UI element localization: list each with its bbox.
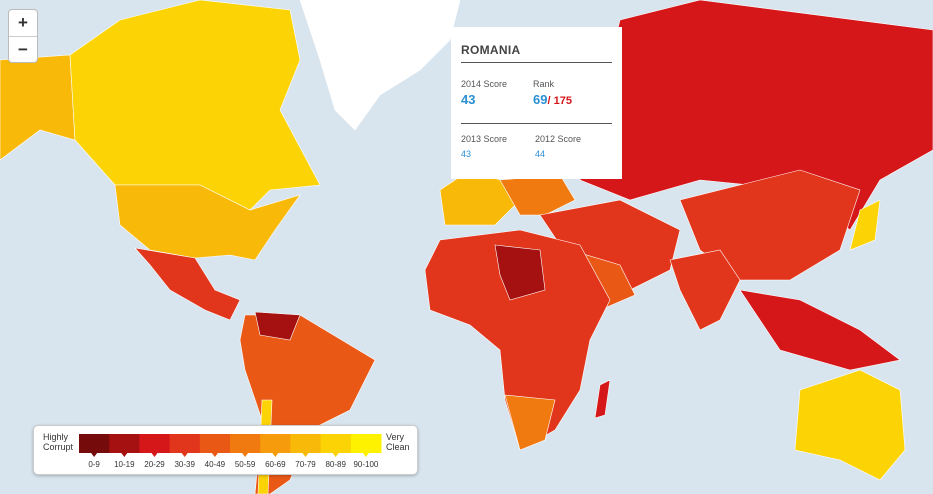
south-africa	[504, 394, 556, 451]
legend-bin-label: 60-69	[265, 460, 286, 469]
greenland	[299, 0, 461, 131]
score-value: 43	[461, 149, 472, 159]
russia	[579, 0, 933, 231]
legend-tick	[302, 453, 309, 457]
legend-bin-label: 10-19	[114, 460, 135, 469]
rank-total: / 175	[547, 95, 572, 107]
legend-swatch	[230, 434, 261, 453]
rank-row: 69/ 175	[533, 92, 572, 107]
legend-tick	[332, 453, 339, 457]
legend-tick	[272, 453, 279, 457]
legend-scale: 0-9 10-19 20-29 30-39 40-49 50-59 60-69 70-79 80…	[79, 434, 382, 469]
legend-swatch	[79, 434, 110, 453]
legend-bin-label: 90-100	[353, 460, 378, 469]
legend-tick	[151, 453, 158, 457]
canada	[69, 0, 321, 211]
zoom-in[interactable]: +	[9, 10, 37, 37]
rank-label: Rank	[533, 79, 555, 89]
score-value: 43	[461, 92, 476, 107]
australia	[794, 369, 906, 481]
legend-tick	[242, 453, 249, 457]
country-popup: ROMANIA 2014 Score 43 Rank 69/ 175 2013 …	[451, 27, 622, 179]
legend-tick	[362, 453, 369, 457]
legend-swatch	[350, 434, 382, 453]
divider	[461, 62, 612, 63]
legend-swatch	[290, 434, 322, 453]
legend-tick	[91, 453, 98, 457]
legend: Highly Corrupt Very Clean 0-9 10-19 20-29 3…	[33, 425, 418, 475]
score-label: 2014 Score	[461, 79, 508, 89]
venezuela	[254, 311, 301, 341]
legend-swatch	[199, 434, 231, 453]
alaska	[0, 54, 76, 161]
legend-tick	[181, 453, 188, 457]
legend-swatch	[260, 434, 291, 453]
legend-bin-label: 0-9	[88, 460, 100, 469]
country-name: ROMANIA	[461, 43, 521, 57]
legend-bin-label: 20-29	[144, 460, 165, 469]
legend-low-label: Highly Corrupt	[43, 432, 74, 452]
legend-swatch	[139, 434, 171, 453]
score-label: 2012 Score	[535, 134, 582, 144]
score-label: 2013 Score	[461, 134, 508, 144]
legend-swatch	[320, 434, 352, 453]
legend-tick	[211, 453, 218, 457]
legend-swatch	[169, 434, 201, 453]
zoom-out[interactable]: −	[18, 40, 28, 59]
rank-value: 69	[533, 92, 548, 107]
sahel	[494, 244, 546, 301]
legend-tick	[121, 453, 128, 457]
divider	[461, 123, 612, 124]
se-asia	[739, 289, 901, 371]
usa	[114, 184, 301, 261]
legend-high-label: Very Clean	[386, 432, 410, 452]
legend-bin-label: 50-59	[235, 460, 256, 469]
legend-bin-label: 80-89	[325, 460, 346, 469]
legend-swatch	[109, 434, 140, 453]
mexico	[134, 247, 241, 321]
madagascar	[594, 379, 611, 419]
legend-bin-label: 40-49	[205, 460, 226, 469]
japan	[849, 199, 881, 251]
legend-bin-label: 30-39	[174, 460, 195, 469]
legend-bin-label: 70-79	[295, 460, 316, 469]
zoom-control: + −	[8, 9, 38, 63]
india	[669, 249, 741, 331]
score-value: 44	[535, 149, 546, 159]
